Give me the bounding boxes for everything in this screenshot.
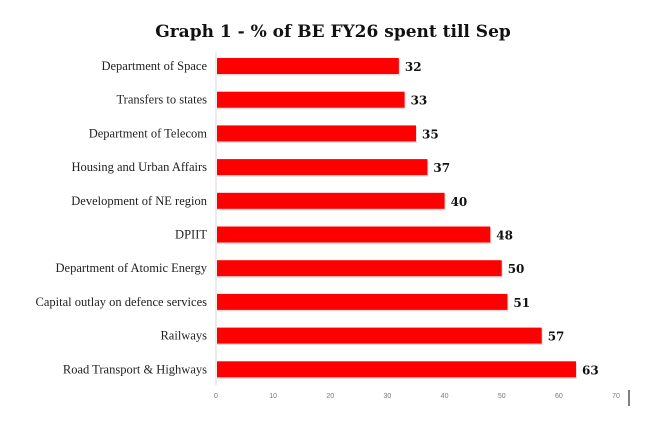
chart-title: Graph 1 - % of BE FY26 spent till Sep [155,22,511,42]
data-label: 40 [451,195,468,209]
category-label: Capital outlay on defence services [36,295,208,309]
category-label: Department of Atomic Energy [56,261,208,275]
x-tick-label: 50 [498,393,506,400]
category-label: Department of Space [101,59,207,73]
bar [217,192,445,209]
bar [217,58,399,74]
data-label: 33 [411,94,428,108]
category-label: Road Transport & Highways [63,362,207,376]
bar [217,361,576,378]
data-label: 35 [422,127,439,141]
data-label: 50 [508,262,525,276]
category-label: Development of NE region [71,194,207,208]
data-label: 32 [405,60,422,74]
x-tick-label: 70 [612,393,620,400]
data-label: 63 [582,363,599,377]
category-label: Transfers to states [116,93,207,107]
x-tick-label: 20 [326,393,334,400]
category-label: DPIIT [175,228,207,242]
bar [217,327,542,344]
bar [217,226,491,243]
category-label: Department of Telecom [89,126,208,140]
x-tick-label: 10 [269,393,277,400]
category-label: Railways [160,329,207,343]
x-tick-label: 30 [384,393,392,400]
bar [217,91,405,108]
bar [217,260,502,277]
bar [217,293,508,310]
data-label: 57 [548,330,565,344]
data-label: 48 [496,229,513,243]
x-tick-label: 0 [214,393,218,400]
x-tick-label: 40 [441,393,449,400]
bar [217,159,428,176]
data-label: 37 [433,161,450,175]
bar [217,125,416,142]
data-label: 51 [513,296,530,310]
category-label: Housing and Urban Affairs [71,160,207,174]
x-tick-label: 60 [555,393,563,400]
